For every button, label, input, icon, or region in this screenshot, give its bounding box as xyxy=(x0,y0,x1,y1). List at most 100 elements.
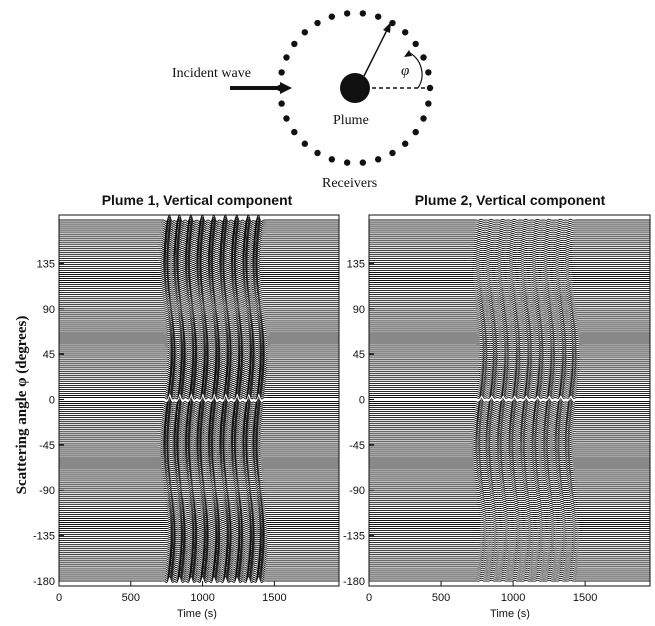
seismogram-trace xyxy=(59,533,339,541)
seismogram-trace xyxy=(369,326,650,330)
angle-arc-head xyxy=(404,50,412,57)
seismogram-trace xyxy=(59,323,339,329)
y-tick-label: 0 xyxy=(359,394,365,406)
seismogram-trace xyxy=(59,371,339,380)
seismogram-trace xyxy=(369,428,650,433)
seismogram-trace xyxy=(369,277,650,280)
seismogram-trace xyxy=(369,220,650,223)
seismogram-trace xyxy=(59,297,339,302)
x-tick-label: 500 xyxy=(122,592,140,604)
seismogram-trace xyxy=(369,531,650,534)
y-tick-label: -45 xyxy=(39,440,55,452)
seismogram-trace xyxy=(369,465,650,470)
seismogram-trace xyxy=(369,559,650,562)
seismogram-trace xyxy=(59,238,339,247)
seismogram-trace xyxy=(369,482,650,486)
seismogram-trace xyxy=(59,543,339,551)
receiver-dot xyxy=(314,19,321,27)
seismogram-trace xyxy=(369,529,650,532)
seismogram-trace xyxy=(369,545,650,548)
seismogram-trace xyxy=(369,376,650,381)
seismogram-trace xyxy=(369,535,650,538)
seismogram-trace xyxy=(59,551,339,559)
seismogram-trace xyxy=(59,355,339,364)
seismogram-trace xyxy=(59,504,339,510)
seismogram-trace xyxy=(369,287,650,290)
seismogram-trace xyxy=(59,487,339,492)
seismogram-trace xyxy=(59,462,339,468)
seismogram-trace xyxy=(369,565,650,568)
seismogram-trace xyxy=(369,455,650,460)
seismogram-trace xyxy=(369,490,650,494)
seismogram-trace xyxy=(369,243,650,245)
seismogram-trace xyxy=(59,445,339,452)
seismogram-trace xyxy=(59,280,339,286)
seismogram-trace xyxy=(59,466,339,472)
seismogram-trace xyxy=(369,549,650,552)
seismogram-trace xyxy=(59,529,339,537)
seismogram-trace xyxy=(369,267,650,270)
seismogram-trace xyxy=(369,412,650,418)
seismogram-trace xyxy=(369,322,650,326)
seismogram-trace xyxy=(369,383,650,389)
seismogram-trace xyxy=(59,455,339,462)
receiver-dot xyxy=(389,19,396,27)
seismogram-trace xyxy=(369,380,650,385)
seismogram-trace xyxy=(59,289,339,295)
seismogram-trace xyxy=(369,426,650,431)
seismogram-trace xyxy=(59,397,339,406)
seismogram-trace xyxy=(59,327,339,333)
seismogram-trace xyxy=(59,293,339,298)
receiver-dot xyxy=(314,149,321,157)
seismogram-trace xyxy=(369,467,650,472)
seismogram-trace xyxy=(59,340,339,347)
seismogram-trace xyxy=(369,291,650,294)
seismogram-trace xyxy=(369,517,650,520)
seismogram-trace xyxy=(369,249,650,251)
seismogram-trace xyxy=(369,297,650,300)
seismogram-trace xyxy=(369,281,650,284)
y-tick-label: -180 xyxy=(343,576,365,588)
receiver-dot xyxy=(283,54,290,61)
seismogram-trace xyxy=(59,336,339,343)
seismogram-trace xyxy=(59,350,339,357)
seismogram-trace xyxy=(369,502,650,506)
seismogram-trace xyxy=(59,236,339,245)
seismogram-trace xyxy=(59,242,339,251)
seismogram-trace xyxy=(59,399,339,408)
seismogram-trace xyxy=(59,479,339,484)
seismogram-trace xyxy=(369,443,650,448)
seismogram-trace xyxy=(369,251,650,253)
seismogram-trace xyxy=(59,346,339,353)
seismogram-trace xyxy=(59,300,339,304)
seismogram-trace xyxy=(59,246,339,255)
seismogram-trace xyxy=(369,228,650,231)
seismogram-trace xyxy=(369,492,650,496)
seismogram-trace xyxy=(59,373,339,382)
seismogram-trace xyxy=(369,387,650,393)
seismogram-trace xyxy=(369,305,650,308)
y-tick-label: -135 xyxy=(343,531,365,543)
seismogram-trace xyxy=(369,245,650,247)
seismogram-trace xyxy=(59,508,339,514)
receiver-dot xyxy=(328,13,336,20)
seismogram-trace xyxy=(59,407,339,416)
seismogram-trace xyxy=(369,303,650,306)
seismogram-trace xyxy=(59,489,339,494)
seismogram-trace xyxy=(369,255,650,258)
seismogram-trace xyxy=(369,324,650,328)
seismogram-trace xyxy=(369,328,650,332)
seismogram-trace xyxy=(369,416,650,421)
seismogram-trace xyxy=(59,501,339,506)
seismogram-trace xyxy=(369,408,650,413)
seismogram-trace xyxy=(59,312,339,316)
seismogram-trace xyxy=(369,230,650,233)
y-tick-label: 135 xyxy=(347,258,365,270)
y-tick-label: -90 xyxy=(39,485,55,497)
seismogram-trace xyxy=(369,352,650,357)
seismogram-trace xyxy=(59,401,339,410)
seismogram-trace xyxy=(369,360,650,365)
seismogram-trace xyxy=(59,545,339,553)
seismogram-trace xyxy=(369,239,650,241)
seismogram-trace xyxy=(369,525,650,528)
